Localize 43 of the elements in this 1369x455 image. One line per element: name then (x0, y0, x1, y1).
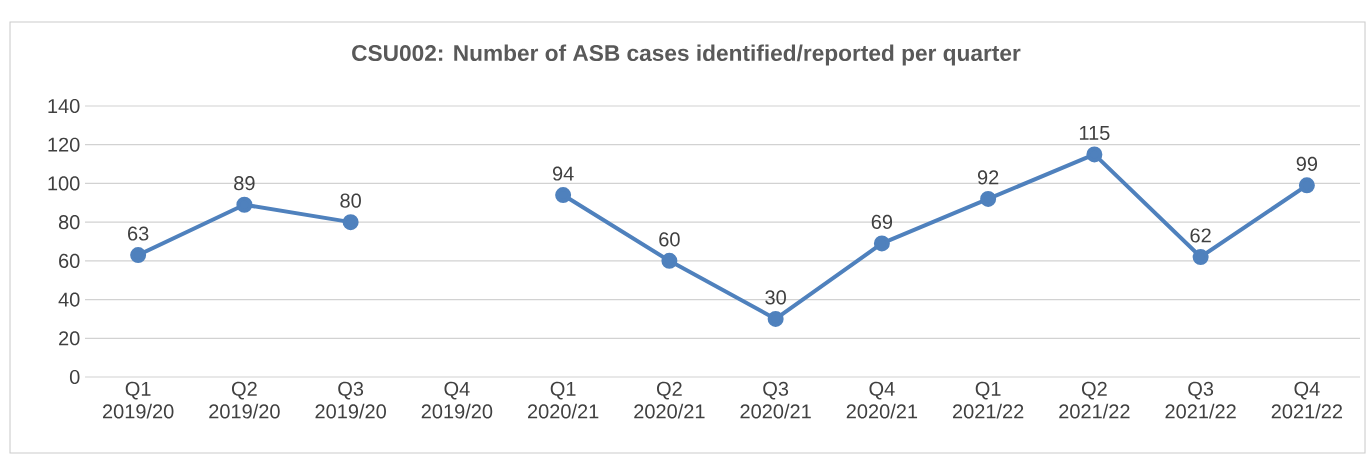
point (1298, 177, 1315, 194)
y-tick-label: 80 (58, 215, 80, 230)
x-tick-label: Q1 2021/22 (952, 381, 1024, 419)
chart-title: CSU002: Number of ASB cases identified/reported per quarter (352, 44, 1021, 66)
x-tick-label: Q3 2020/21 (740, 381, 811, 419)
y-tick-label: 60 (59, 253, 80, 268)
x-tick-label: Q1 2020/21 (527, 381, 599, 419)
y-tick-label: 20 (59, 331, 80, 346)
data-label: 89 (234, 176, 255, 191)
data-label: 115 (1079, 126, 1110, 140)
x-tick-label: Q2 2020/21 (634, 381, 705, 419)
x-tick-label: Q4 2019/20 (421, 381, 493, 419)
y-tick-label: 40 (58, 292, 80, 307)
point (236, 196, 253, 213)
point (130, 247, 147, 264)
y-tick-label: 120 (48, 137, 80, 152)
data-label: 60 (659, 232, 680, 247)
y-tick-label: 140 (48, 98, 80, 114)
data-label: 63 (128, 226, 149, 241)
point (1086, 146, 1103, 163)
point (661, 252, 678, 269)
data-label: 99 (1296, 156, 1318, 171)
x-tick-label: Q4 2021/22 (1271, 381, 1343, 419)
data-label: 94 (552, 166, 574, 181)
x-tick-label: Q3 2021/22 (1165, 381, 1236, 419)
data-label: 69 (871, 214, 893, 229)
data-label: 80 (340, 193, 361, 208)
data-label: 62 (1190, 228, 1211, 243)
x-tick-label: Q3 2019/20 (315, 381, 386, 419)
x-tick-label: Q2 2021/22 (1059, 381, 1130, 419)
point (873, 235, 890, 252)
point (1192, 248, 1209, 265)
y-tick-label: 0 (69, 369, 80, 385)
point (980, 190, 997, 207)
point (555, 187, 572, 204)
y-tick-label: 100 (48, 176, 80, 191)
point (342, 214, 359, 231)
x-tick-label: Q4 2020/21 (846, 381, 918, 419)
point (767, 310, 784, 327)
data-label: 92 (977, 170, 999, 185)
x-tick-label: Q1 2019/20 (102, 381, 174, 419)
x-tick-label: Q2 2019/20 (209, 381, 280, 419)
data-label: 30 (765, 290, 786, 305)
